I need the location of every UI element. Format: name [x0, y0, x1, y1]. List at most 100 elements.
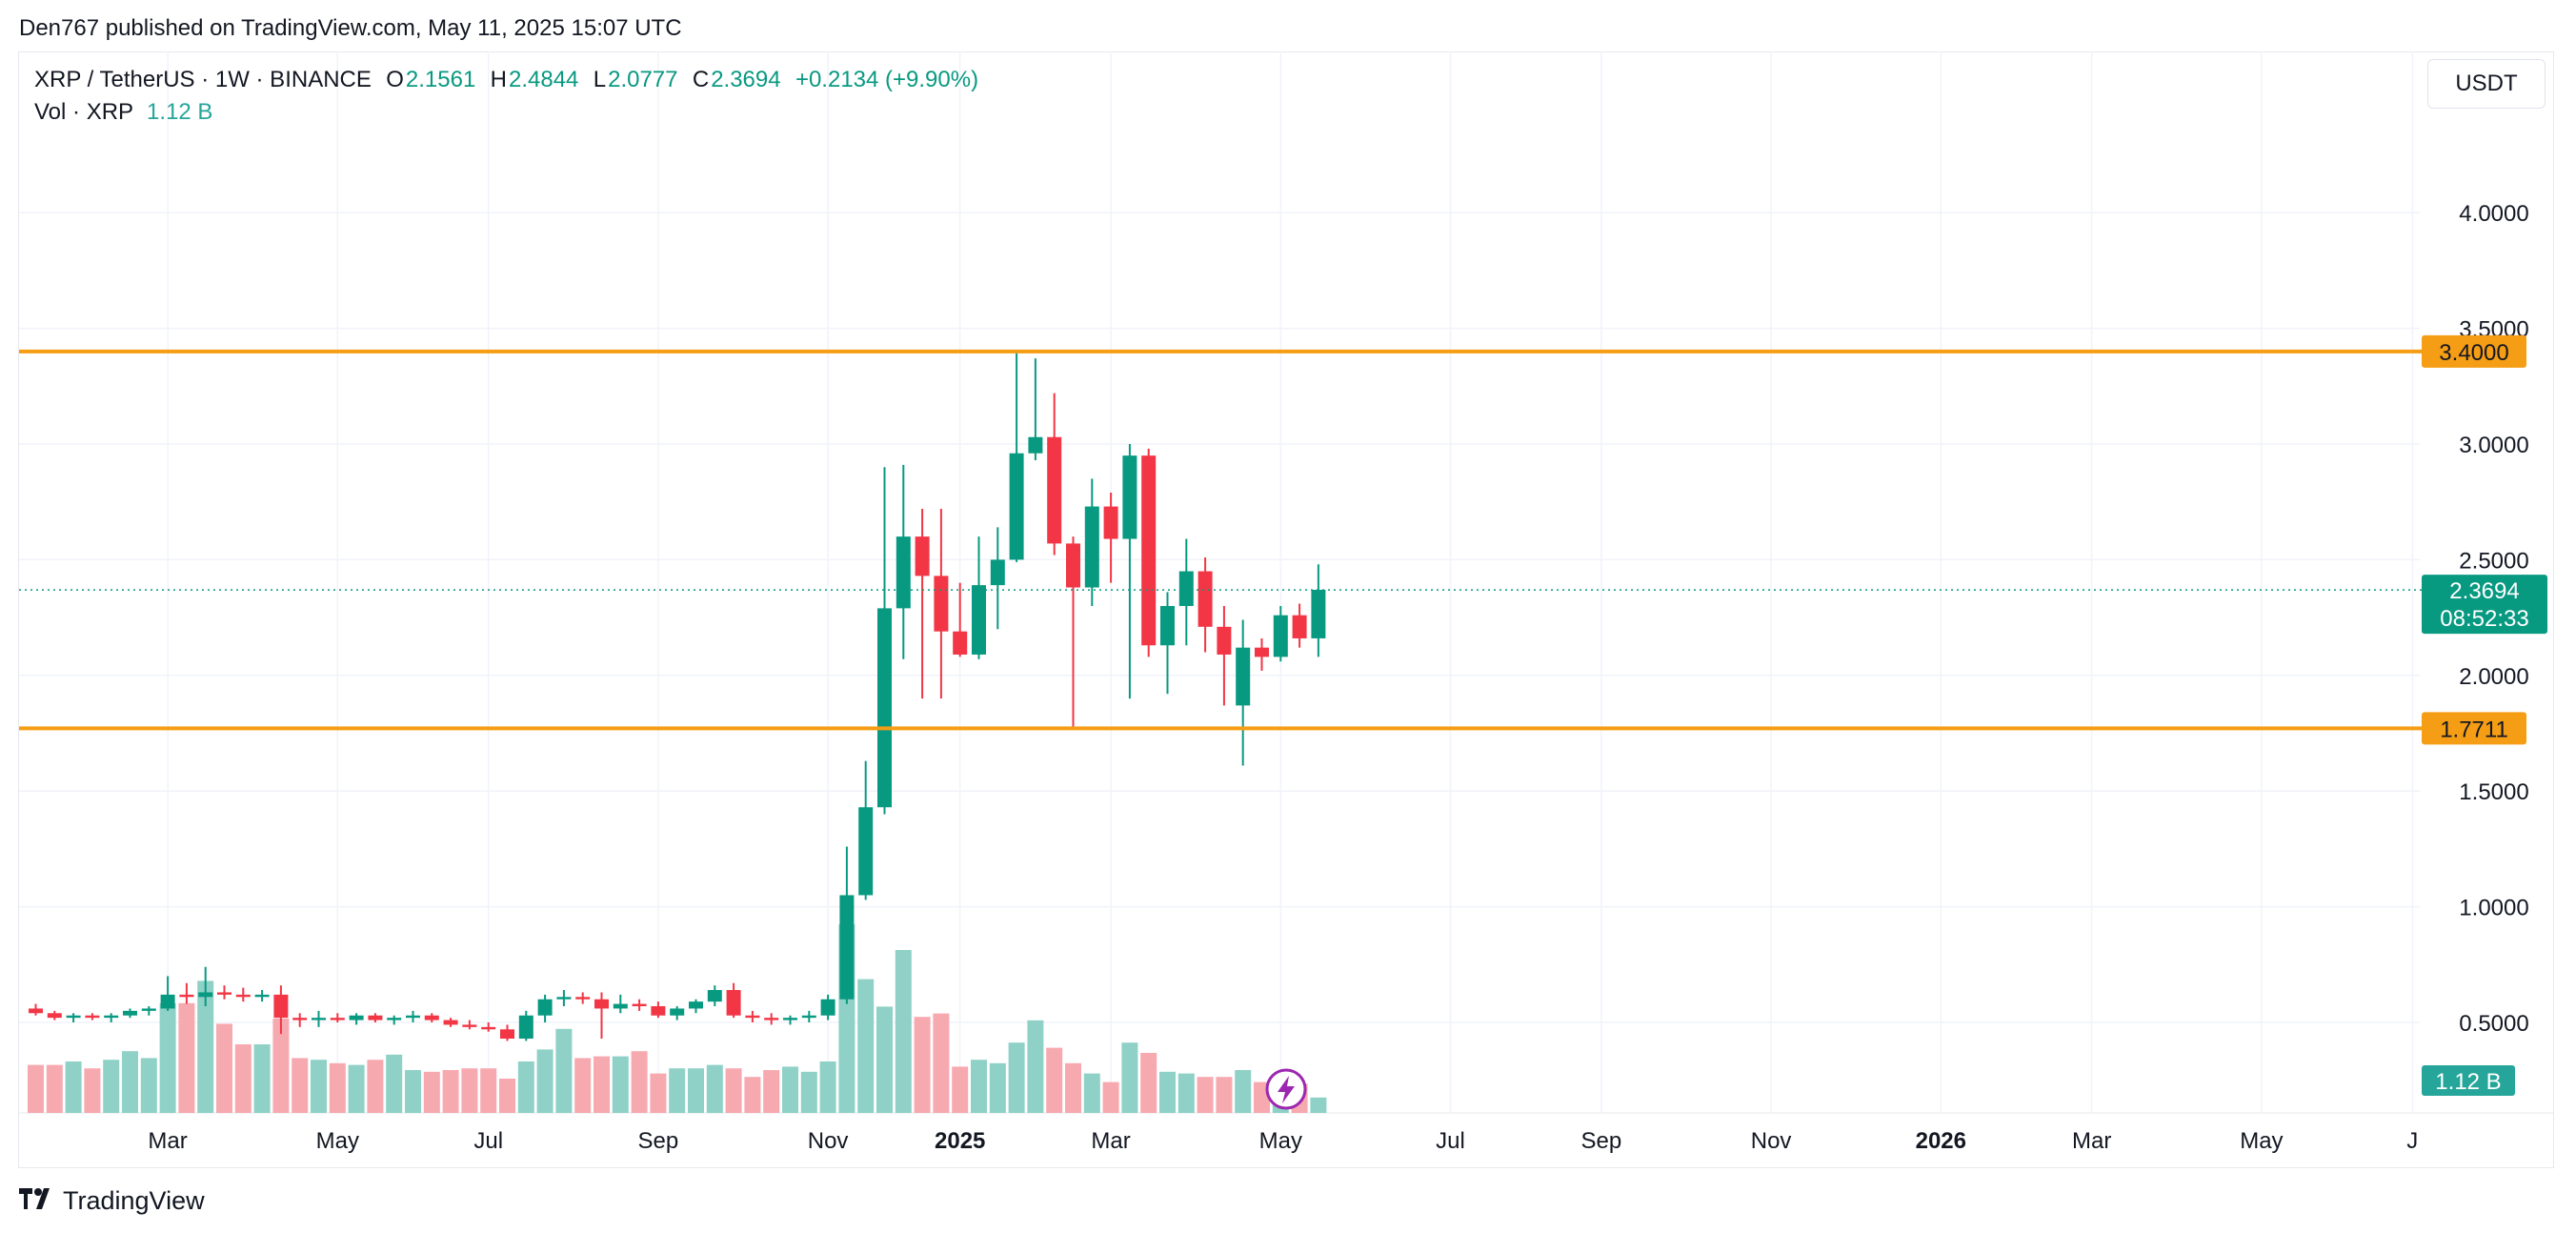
candle-body[interactable] [406, 1015, 420, 1019]
candle-body[interactable] [387, 1018, 402, 1021]
candle-body[interactable] [1141, 455, 1157, 646]
candle-body[interactable] [1197, 571, 1213, 627]
volume-bar [631, 1051, 648, 1113]
candle-body[interactable] [29, 1008, 43, 1014]
volume-bar [1235, 1070, 1252, 1113]
candle-body[interactable] [424, 1015, 439, 1021]
volume-bar [197, 980, 214, 1113]
candle-body[interactable] [141, 1008, 156, 1011]
x-axis-tick-label: Jul [473, 1128, 503, 1154]
y-axis-tick-label: 4.0000 [2459, 201, 2528, 227]
candle-body[interactable] [915, 536, 930, 576]
candle-body[interactable] [217, 992, 231, 995]
candle-body[interactable] [934, 576, 949, 632]
volume-bar [895, 950, 912, 1113]
candle-body[interactable] [462, 1024, 477, 1027]
candle-body[interactable] [953, 631, 968, 655]
candle-body[interactable] [990, 559, 1005, 586]
candle-body[interactable] [104, 1015, 119, 1019]
candle-body[interactable] [292, 1018, 308, 1021]
candle-body[interactable] [160, 994, 175, 1009]
candle-body[interactable] [537, 999, 553, 1016]
candle-body[interactable] [330, 1018, 345, 1021]
candle-body[interactable] [123, 1010, 137, 1016]
change-value: +0.2134 (+9.90%) [795, 67, 979, 92]
candle-body[interactable] [1047, 436, 1062, 544]
candle-body[interactable] [66, 1015, 81, 1019]
volume-label[interactable]: Vol · XRP [34, 99, 134, 125]
candle-body[interactable] [689, 1001, 703, 1009]
candle-body[interactable] [839, 895, 855, 1000]
currency-button[interactable]: USDT [2427, 59, 2546, 109]
candle-body[interactable] [707, 990, 722, 1002]
candle-body[interactable] [198, 992, 213, 998]
candle-body[interactable] [877, 608, 892, 808]
volume-bar [1008, 1042, 1025, 1113]
candle-body[interactable] [972, 585, 986, 655]
candle-body[interactable] [179, 994, 194, 998]
volume-bar [1065, 1062, 1081, 1113]
candle-body[interactable] [670, 1008, 685, 1016]
candle-body[interactable] [764, 1018, 779, 1021]
candle-body[interactable] [1236, 647, 1251, 706]
candle-body[interactable] [85, 1015, 100, 1019]
candle-body[interactable] [312, 1018, 326, 1021]
x-axis-tick-label: Sep [1581, 1128, 1622, 1154]
candle-body[interactable] [443, 1020, 458, 1025]
candle-body[interactable] [651, 1006, 666, 1016]
volume-bar [159, 1002, 176, 1113]
candle-body[interactable] [1311, 589, 1326, 638]
low-value: 2.0777 [608, 67, 678, 92]
candle-body[interactable] [575, 997, 591, 1000]
volume-bar [423, 1071, 440, 1113]
candle-body[interactable] [1009, 453, 1024, 560]
candle-body[interactable] [1160, 605, 1175, 646]
volume-bar [819, 1061, 836, 1113]
candle-body[interactable] [820, 999, 835, 1016]
symbol-name[interactable]: XRP / TetherUS · 1W · BINANCE [34, 67, 372, 92]
x-axis-tick-label: 2025 [935, 1128, 985, 1154]
candle-body[interactable] [726, 990, 741, 1016]
candle-body[interactable] [1217, 626, 1232, 655]
candle-body[interactable] [1084, 506, 1099, 588]
candle-body[interactable] [349, 1015, 364, 1021]
volume-bar [178, 1002, 195, 1113]
candle-body[interactable] [632, 1003, 647, 1007]
candle-body[interactable] [1255, 647, 1269, 657]
candle-body[interactable] [858, 807, 874, 896]
x-axis-tick-label: 2026 [1916, 1128, 1966, 1154]
candle-body[interactable] [1292, 615, 1307, 638]
candle-body[interactable] [47, 1013, 62, 1019]
volume-bar [1140, 1053, 1157, 1113]
candle-body[interactable] [556, 997, 572, 1000]
volume-bar [103, 1060, 120, 1113]
candle-body[interactable] [783, 1018, 797, 1021]
candle-body[interactable] [368, 1015, 383, 1021]
volume-bar [140, 1058, 157, 1113]
volume-bar [1027, 1020, 1044, 1113]
candle-body[interactable] [481, 1026, 496, 1030]
candle-body[interactable] [1178, 571, 1194, 606]
low-label: L [593, 67, 607, 92]
candle-body[interactable] [1066, 543, 1080, 588]
volume-bar [782, 1066, 798, 1113]
candle-body[interactable] [235, 994, 251, 998]
candle-body[interactable] [801, 1015, 816, 1019]
candle-body[interactable] [500, 1029, 514, 1039]
close-value: 2.3694 [711, 67, 781, 92]
chart-frame [18, 51, 2554, 1168]
candle-body[interactable] [613, 1003, 628, 1009]
candle-body[interactable] [896, 536, 911, 609]
candle-body[interactable] [1273, 615, 1288, 657]
candle-body[interactable] [1122, 455, 1137, 539]
volume-bar [763, 1070, 780, 1113]
candle-body[interactable] [745, 1015, 760, 1019]
candle-body[interactable] [1103, 506, 1118, 539]
candle-body[interactable] [254, 994, 270, 998]
candle-body[interactable] [1028, 436, 1043, 454]
candle-body[interactable] [273, 994, 289, 1019]
candle-body[interactable] [594, 999, 609, 1009]
candle-body[interactable] [518, 1015, 533, 1039]
footer-brand[interactable]: TradingView [19, 1185, 205, 1216]
